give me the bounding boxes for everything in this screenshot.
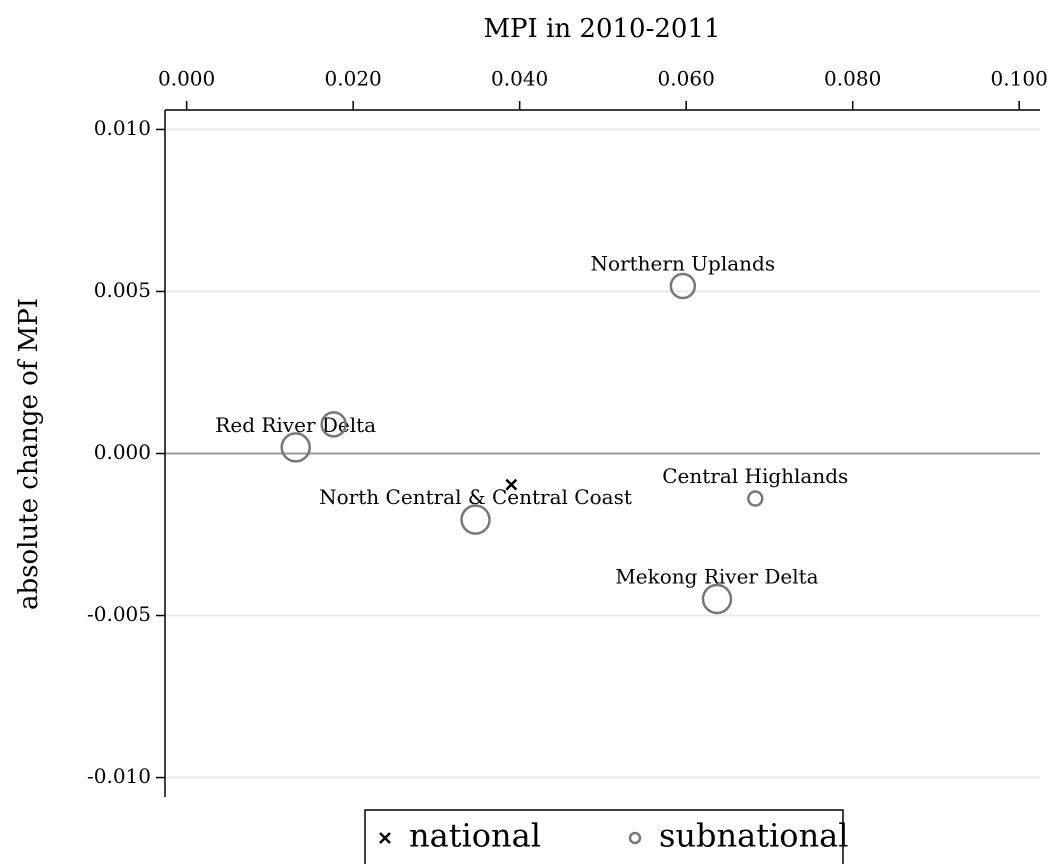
legend-label: subnational — [659, 817, 848, 855]
y-axis-label: absolute change of MPI — [14, 298, 44, 610]
subnational-marker — [320, 411, 347, 438]
subnational-marker — [460, 504, 491, 535]
national-marker — [505, 478, 518, 491]
x-tick-label: 0.000 — [158, 67, 215, 91]
x-tick-label: 0.080 — [824, 67, 881, 91]
x-tick-label: 0.100 — [991, 67, 1048, 91]
x-tick-label: 0.060 — [658, 67, 715, 91]
subnational-marker — [669, 272, 697, 300]
legend-marker — [379, 832, 391, 844]
legend-marker — [628, 831, 642, 845]
y-tick-label: 0.005 — [94, 278, 151, 302]
legend-label: national — [409, 817, 541, 855]
point-label: Northern Uplands — [591, 251, 776, 275]
chart-title: MPI in 2010-2011 — [483, 14, 720, 44]
point-label: Mekong River Delta — [615, 565, 818, 589]
point-label: North Central & Central Coast — [319, 485, 632, 509]
point-label: Central Highlands — [662, 464, 848, 488]
legend-box — [364, 809, 844, 864]
subnational-marker — [701, 583, 733, 615]
x-tick-label: 0.020 — [325, 67, 382, 91]
y-tick-label: -0.005 — [87, 602, 151, 626]
subnational-marker — [747, 490, 764, 507]
y-tick-label: 0.010 — [94, 116, 151, 140]
subnational-marker — [280, 432, 311, 463]
y-tick-label: 0.000 — [94, 440, 151, 464]
point-label: Red River Delta — [215, 413, 376, 437]
y-tick-label: -0.010 — [87, 764, 151, 788]
x-tick-label: 0.040 — [491, 67, 548, 91]
